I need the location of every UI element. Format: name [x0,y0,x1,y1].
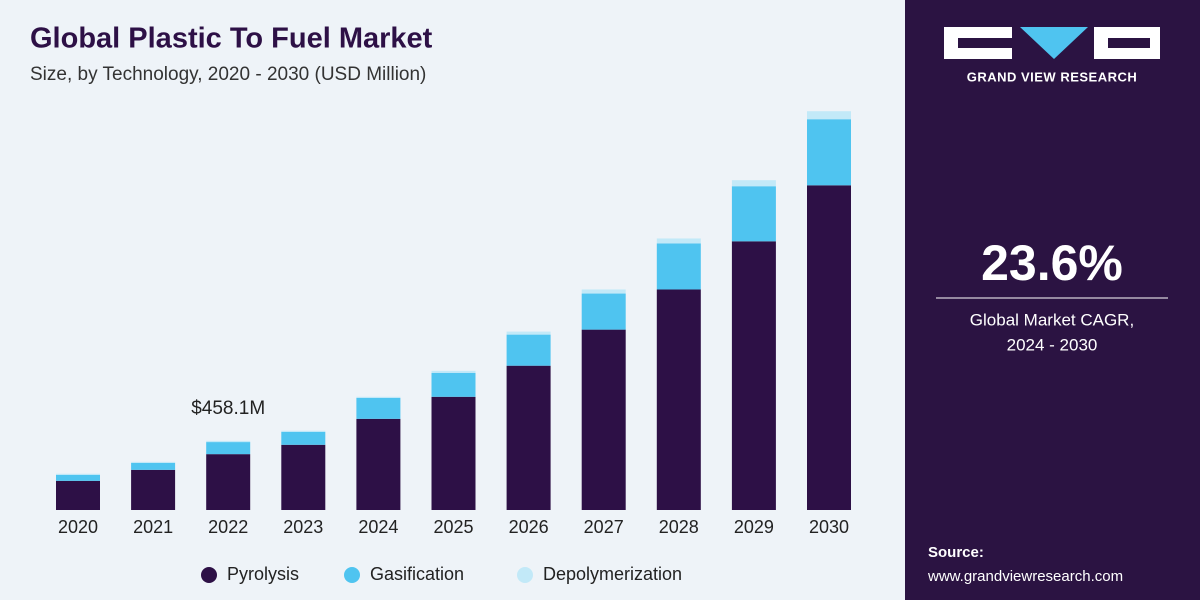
bar-segment [731,186,776,242]
x-tick-label: 2030 [809,517,849,537]
legend-label: Depolymerization [543,564,682,584]
bar-segment [807,119,851,186]
bar-segment [731,241,776,511]
bar-segment [656,238,701,244]
x-tick-label: 2023 [283,517,323,537]
bar-segment [356,396,401,398]
bar-segment [506,334,551,366]
legend-swatch [201,567,217,583]
chart-subtitle: Size, by Technology, 2020 - 2030 (USD Mi… [30,64,426,85]
legend-swatch [344,567,360,583]
bar-segment [206,454,251,510]
bar-segment [131,469,176,510]
bar-segment [206,442,251,455]
x-tick-label: 2024 [358,517,398,537]
total-label: $458.1M [191,398,265,419]
logo-v [1020,27,1088,59]
cagr-label: Global Market CAGR, [970,310,1134,329]
bar-segment [281,431,326,445]
bar-segment [281,430,326,432]
legend-swatch [517,567,533,583]
x-tick-label: 2025 [433,517,473,537]
bar-segment [56,473,100,475]
bar-segment [506,331,551,335]
logo-r-cut [1108,38,1150,48]
x-tick-label: 2028 [659,517,699,537]
bar-segment [731,180,776,187]
bar-segment [131,461,176,463]
bar-segment [56,474,100,481]
bar-segment [206,440,251,443]
side-panel [905,0,1200,600]
bar-segment [131,462,176,470]
bar-segment [656,289,701,510]
brand: GRAND VIEW RESEARCH [967,69,1138,84]
bar-segment [581,289,626,294]
bar-segment [356,397,401,419]
bar-segment [281,444,326,510]
x-tick-label: 2022 [208,517,248,537]
bar-segment [807,185,851,511]
logo-g-cut [958,38,1012,48]
cagr-value: 23.6% [981,235,1123,291]
x-tick-label: 2029 [734,517,774,537]
source-url: www.grandviewresearch.com [927,568,1123,585]
bar-segment [581,329,626,510]
bar-segment [356,418,401,510]
bar-segment [431,372,476,397]
bar-segment [431,370,476,373]
bar-segment [807,111,851,120]
bar-segment [581,293,626,330]
bar-segment [656,243,701,290]
x-tick-label: 2027 [584,517,624,537]
bar-segment [431,396,476,510]
source-label: Source: [928,544,984,561]
bar-segment [506,365,551,510]
chart-title: Global Plastic To Fuel Market [30,23,433,55]
legend-label: Gasification [370,564,464,584]
x-tick-label: 2021 [133,517,173,537]
cagr-label: 2024 - 2030 [1007,335,1098,354]
logo [944,27,1160,59]
bar-segment [56,480,100,510]
x-tick-label: 2026 [509,517,549,537]
x-tick-label: 2020 [58,517,98,537]
legend-label: Pyrolysis [227,564,299,584]
